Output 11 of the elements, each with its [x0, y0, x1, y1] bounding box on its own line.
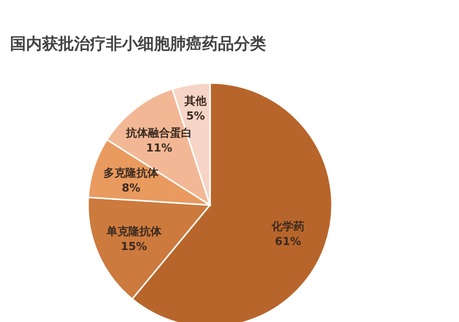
- slice-label: 其他: [184, 94, 208, 108]
- slice-label: 化学药: [270, 220, 305, 234]
- data-label: 15%: [120, 240, 148, 253]
- slice-label: 抗体融合蛋白: [125, 126, 192, 140]
- data-label: 11%: [146, 141, 172, 154]
- data-label: 8%: [122, 181, 140, 194]
- data-label: 61%: [274, 235, 302, 248]
- data-label: 5%: [186, 109, 205, 122]
- slice-label: 多克隆抗体: [104, 166, 160, 180]
- chart-title: 国内获批治疗非小细胞肺癌药品分类: [10, 34, 266, 55]
- slice-label: 单克隆抗体: [105, 224, 162, 238]
